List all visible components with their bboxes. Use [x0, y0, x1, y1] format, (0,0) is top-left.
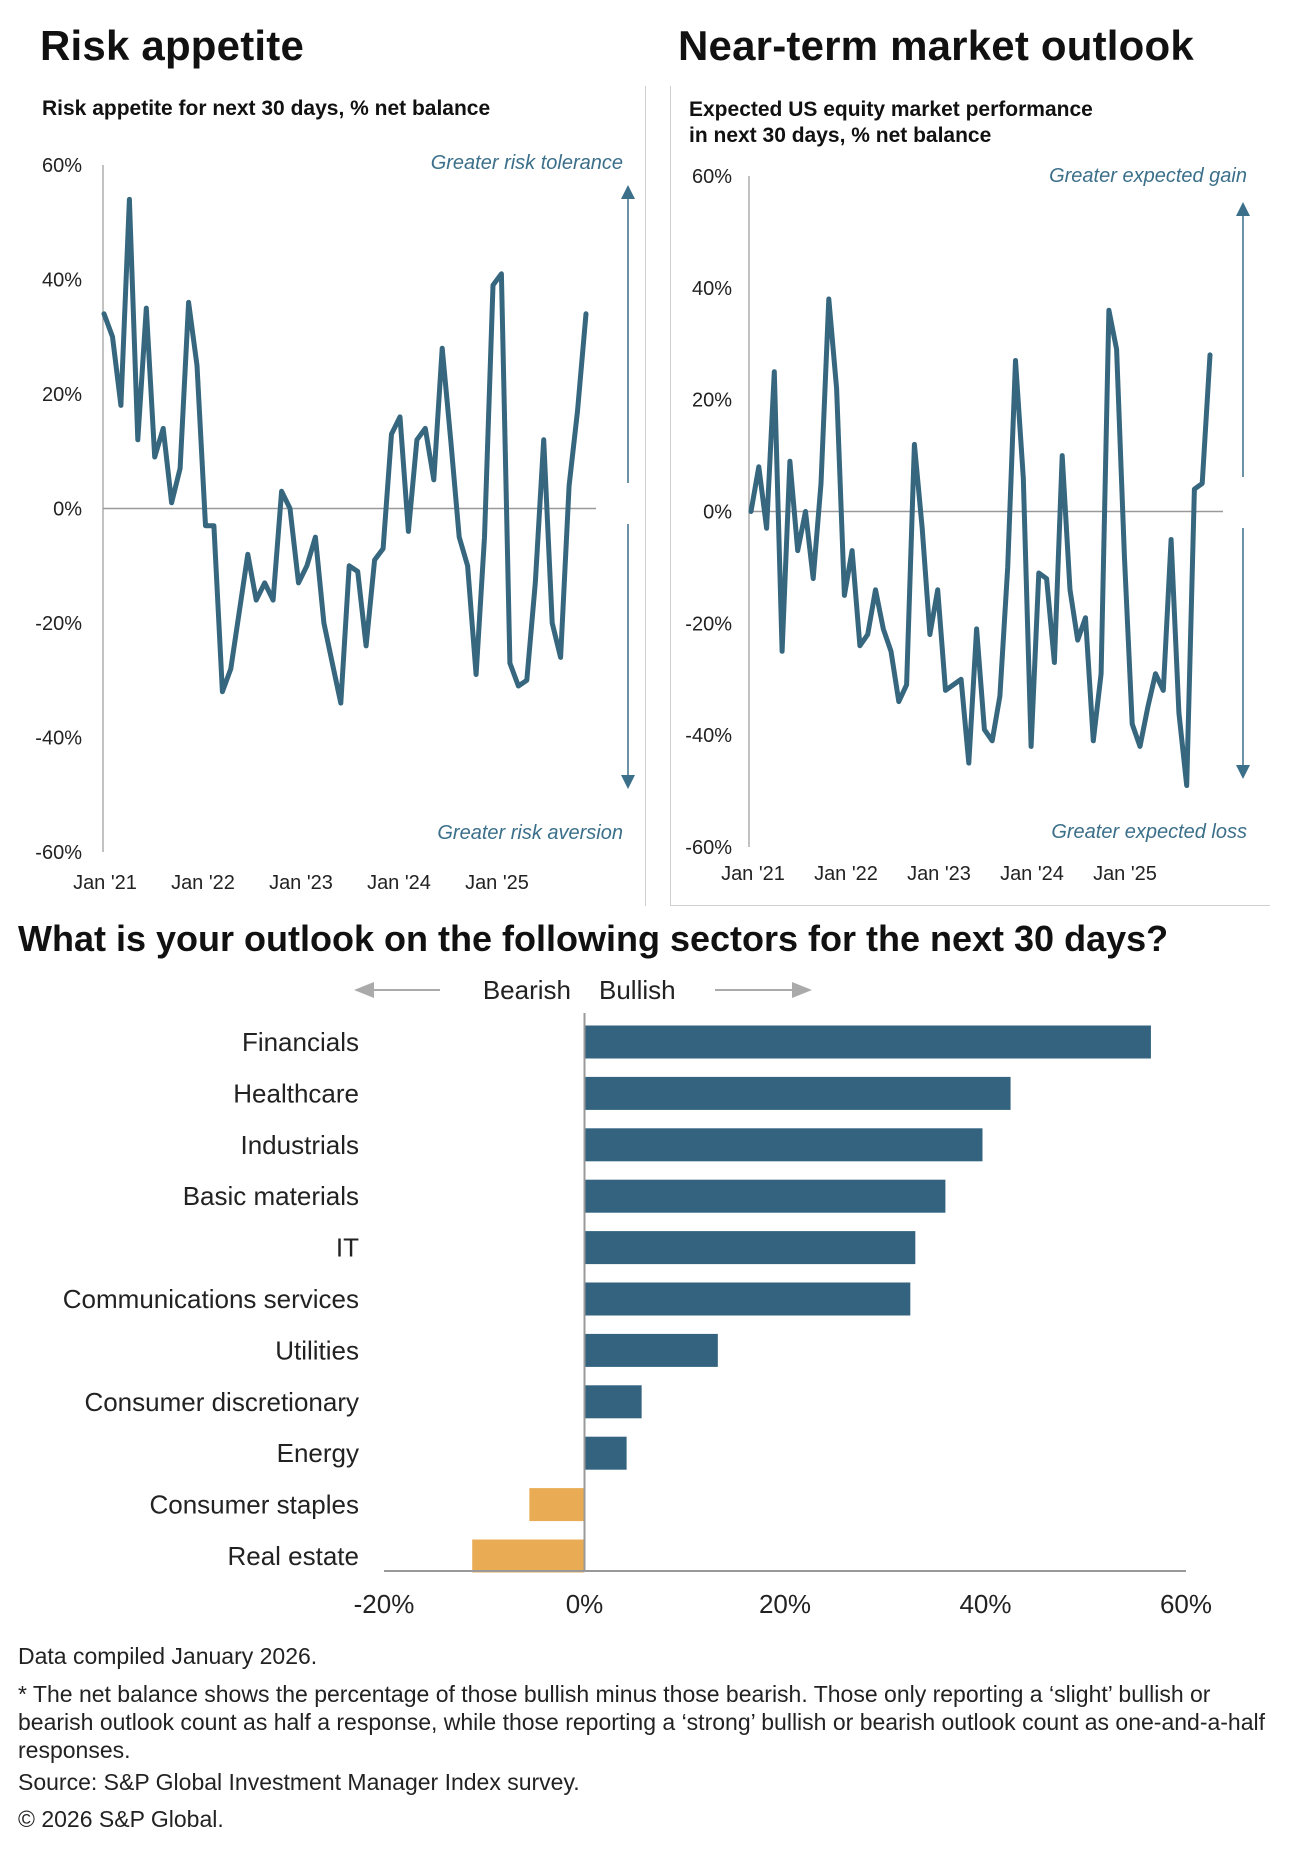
- top-annotation: Greater expected gain: [1049, 165, 1247, 187]
- sector-label: Communications services: [63, 1284, 359, 1314]
- sector-label: Financials: [242, 1027, 359, 1057]
- sector-bar: [584, 1025, 1151, 1059]
- down-arrow-head: [621, 775, 635, 789]
- sector-label: IT: [336, 1233, 359, 1263]
- sector-bar: [584, 1231, 916, 1265]
- x-tick-label: Jan '21: [73, 872, 137, 894]
- risk-appetite-title: Risk appetite: [40, 22, 305, 69]
- bottom-annotation: Greater risk aversion: [437, 822, 623, 844]
- bullish-label: Bullish: [599, 975, 676, 1005]
- footer-compiled: Data compiled January 2026.: [18, 1643, 318, 1669]
- y-tick-label: 20%: [692, 390, 732, 412]
- risk-appetite-chart: 60% 40% 20% 0% -20% -40% -60% Jan '21 Jan '22 Jan…: [35, 152, 635, 894]
- sector-label: Consumer discretionary: [84, 1387, 359, 1417]
- top-annotation: Greater risk tolerance: [431, 152, 623, 174]
- up-arrow-head: [621, 185, 635, 199]
- sector-label: Utilities: [275, 1335, 359, 1365]
- y-tick-label: -20%: [35, 613, 82, 635]
- panel-divider-horizontal: [670, 905, 1270, 906]
- market-outlook-chart: 60% 40% 20% 0% -20% -40% -60% Jan '21 Jan '22 Jan…: [685, 165, 1250, 885]
- sector-label: Healthcare: [233, 1078, 359, 1108]
- x-tick-label: 40%: [959, 1589, 1011, 1619]
- bottom-annotation: Greater expected loss: [1051, 821, 1247, 843]
- y-tick-label: -40%: [685, 725, 732, 747]
- y-tick-label: 60%: [692, 166, 732, 188]
- bullish-arrow-head: [792, 982, 812, 998]
- y-tick-label: 40%: [42, 270, 82, 292]
- sector-label: Consumer staples: [149, 1490, 359, 1520]
- series-line: [748, 296, 1213, 788]
- x-tick-label: Jan '22: [814, 863, 878, 885]
- y-tick-label: 20%: [42, 384, 82, 406]
- x-tick-label: Jan '23: [907, 863, 971, 885]
- x-tick-label: 0%: [566, 1589, 604, 1619]
- x-tick-label: Jan '25: [465, 872, 529, 894]
- footer-note: * The net balance shows the percentage o…: [18, 1681, 1266, 1763]
- sector-outlook-chart: Bearish Bullish Financials Healthcare Indust…: [63, 975, 1212, 1619]
- y-tick-label: 40%: [692, 278, 732, 300]
- x-tick-label: Jan '24: [1000, 863, 1064, 885]
- sector-label: Energy: [277, 1438, 359, 1468]
- sector-label: Real estate: [227, 1541, 359, 1571]
- x-tick-label: -20%: [354, 1589, 415, 1619]
- x-tick-label: Jan '23: [269, 872, 333, 894]
- sector-outlook-title: What is your outlook on the following se…: [18, 918, 1169, 959]
- panel-divider-vertical-2: [670, 86, 671, 906]
- x-tick-label: Jan '22: [171, 872, 235, 894]
- market-outlook-subtitle-line1: Expected US equity market performance: [689, 98, 1093, 121]
- sector-bar: [584, 1128, 983, 1162]
- sector-bar: [584, 1333, 718, 1367]
- x-tick-label: Jan '24: [367, 872, 431, 894]
- y-tick-label: -60%: [35, 842, 82, 864]
- x-tick-label: Jan '21: [721, 863, 785, 885]
- x-tick-label: 60%: [1160, 1589, 1212, 1619]
- y-tick-label: 0%: [53, 499, 82, 521]
- bearish-label: Bearish: [483, 975, 571, 1005]
- x-tick-label: 20%: [759, 1589, 811, 1619]
- y-tick-label: -60%: [685, 837, 732, 859]
- y-tick-label: -20%: [685, 613, 732, 635]
- sector-label: Industrials: [241, 1130, 360, 1160]
- bearish-arrow-head: [354, 982, 374, 998]
- sector-bar: [584, 1076, 1011, 1110]
- y-tick-label: 60%: [42, 155, 82, 177]
- sector-bar: [472, 1539, 585, 1573]
- sector-label: Basic materials: [183, 1181, 359, 1211]
- panel-divider-vertical: [645, 86, 646, 906]
- sector-bar: [584, 1436, 627, 1470]
- sector-bar: [584, 1282, 911, 1316]
- footer-source: Source: S&P Global Investment Manager In…: [18, 1769, 580, 1795]
- risk-appetite-subtitle: Risk appetite for next 30 days, % net ba…: [42, 97, 491, 120]
- down-arrow-head: [1236, 765, 1250, 779]
- y-tick-label: -40%: [35, 728, 82, 750]
- footer-copyright: © 2026 S&P Global.: [18, 1806, 224, 1832]
- sector-bar: [529, 1488, 585, 1522]
- market-outlook-title: Near-term market outlook: [678, 22, 1194, 69]
- market-outlook-subtitle-line2: in next 30 days, % net balance: [689, 124, 992, 147]
- sector-bar: [584, 1179, 946, 1213]
- series-line: [101, 196, 589, 706]
- up-arrow-head: [1236, 202, 1250, 216]
- sector-bar: [584, 1385, 642, 1419]
- x-tick-label: Jan '25: [1093, 863, 1157, 885]
- y-tick-label: 0%: [703, 502, 732, 524]
